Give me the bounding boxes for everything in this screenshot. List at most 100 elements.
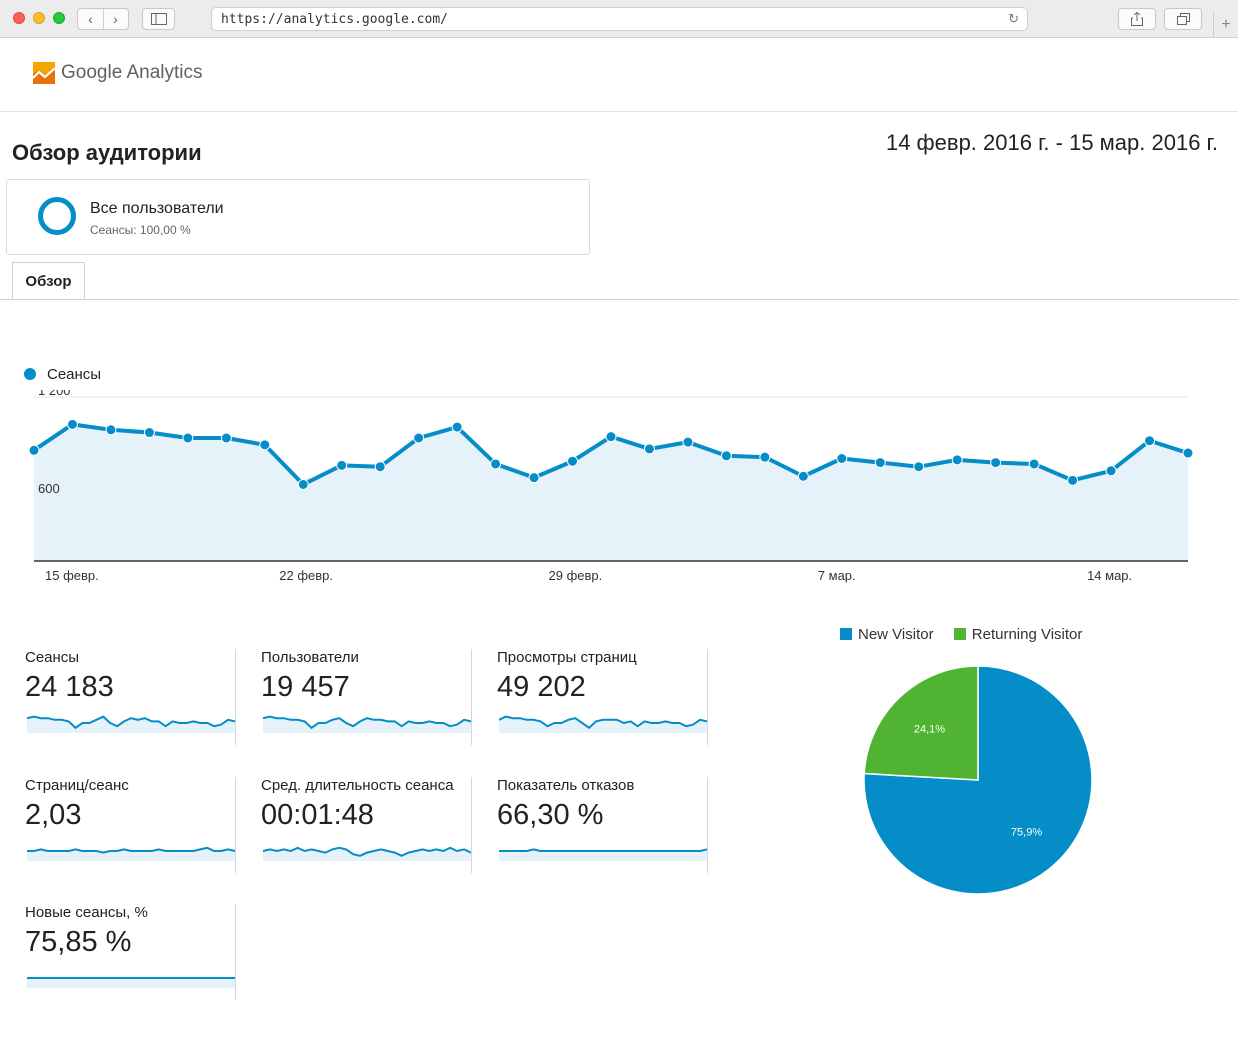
sparkline-line [263,846,471,857]
metric-sparkline [263,715,471,733]
data-point[interactable] [1105,465,1117,477]
data-point[interactable] [1144,435,1156,447]
data-point[interactable] [28,444,40,456]
zoom-window-button[interactable] [53,12,65,24]
metric-card[interactable]: Новые сеансы, % 75,85 % [0,904,236,1000]
metric-label: Просмотры страниц [497,649,637,666]
data-point[interactable] [413,432,425,444]
x-tick-label: 7 мар. [818,568,856,583]
page-title: Обзор аудитории [12,140,202,165]
data-point[interactable] [105,424,117,436]
sidebar-button[interactable] [142,8,175,30]
share-button[interactable] [1118,8,1156,30]
tabs-icon [1176,13,1190,25]
back-icon[interactable]: ‹ [88,11,93,27]
reload-icon[interactable]: ↻ [1008,11,1019,26]
minimize-window-button[interactable] [33,12,45,24]
address-bar[interactable]: https://analytics.google.com/ ↻ [211,7,1028,31]
data-point[interactable] [913,461,925,473]
data-point[interactable] [605,431,617,443]
app-name[interactable]: Google Analytics [61,62,203,83]
sidebar-icon [150,13,167,25]
pie-legend-returning[interactable]: Returning Visitor [971,626,1083,643]
sparkline-line [27,715,235,730]
data-point[interactable] [643,443,655,455]
url-text: https://analytics.google.com/ [221,12,448,27]
sparkline-line [499,715,707,730]
metric-divider [235,904,236,1000]
data-point[interactable] [259,439,271,451]
data-point[interactable] [490,458,502,470]
date-range-selector[interactable]: 14 февр. 2016 г. - 15 мар. 2016 г. [885,130,1218,155]
metric-divider [707,649,708,745]
tab-bar: Обзор [0,262,1238,300]
data-point[interactable] [720,450,732,462]
metric-value: 49 202 [497,671,586,703]
data-point[interactable] [682,436,694,448]
metric-divider [471,777,472,873]
data-point[interactable] [220,432,232,444]
chart-legend[interactable]: Сеансы [24,366,101,383]
metric-card[interactable]: Сред. длительность сеанса 00:01:48 [236,777,472,873]
sparkline-line [27,846,235,854]
data-point[interactable] [1067,474,1079,486]
metric-card[interactable]: Пользователи 19 457 [236,649,472,745]
data-point[interactable] [336,459,348,471]
data-point[interactable] [1028,458,1040,470]
data-point[interactable] [297,478,309,490]
metric-card[interactable]: Показатель отказов 66,30 % [472,777,708,873]
legend-series-name: Сеансы [47,366,102,383]
data-point[interactable] [874,457,886,469]
segment-donut-icon [38,197,76,235]
data-point[interactable] [66,418,78,430]
metric-value: 19 457 [261,671,350,703]
data-point[interactable] [951,454,963,466]
metric-card[interactable]: Сеансы 24 183 [0,649,236,745]
y-tick-label: 1 200 [38,390,71,398]
browser-toolbar: ‹ › https://analytics.google.com/ ↻ + [0,0,1238,38]
metric-divider [235,649,236,745]
data-point[interactable] [759,451,771,463]
data-point[interactable] [797,470,809,482]
metric-sparkline [27,715,235,733]
segment-name: Все пользователи [90,200,224,217]
data-point[interactable] [990,457,1002,469]
metric-divider [707,777,708,873]
metric-sparkline [27,846,235,861]
sparkline-line [263,715,471,730]
sparkline-area [263,716,471,733]
close-window-button[interactable] [13,12,25,24]
sparkline-area [27,847,235,861]
ga-header: Google Analytics [0,38,1238,112]
forward-icon[interactable]: › [102,9,128,29]
metric-card[interactable]: Просмотры страниц 49 202 [472,649,708,745]
data-point[interactable] [451,421,463,433]
tab-overview[interactable]: Обзор [12,262,85,299]
metric-value: 00:01:48 [261,799,374,831]
data-point[interactable] [374,461,386,473]
metric-label: Сред. длительность сеанса [261,777,454,794]
pie-legend-new[interactable]: New Visitor [858,626,934,643]
pie-slice[interactable] [863,665,1093,895]
new-tab-icon[interactable]: + [1213,12,1238,38]
data-point[interactable] [528,472,540,484]
new-visitor-swatch-icon [840,628,852,640]
metric-label: Сеансы [25,649,80,666]
data-point[interactable] [143,427,155,439]
metric-sparkline [27,977,235,988]
y-tick-label: 600 [38,481,60,496]
share-icon [1131,11,1143,26]
pie-slice[interactable] [863,665,979,781]
google-analytics-logo-icon[interactable] [33,62,55,84]
sparkline-area [27,716,235,733]
metric-divider [235,777,236,873]
data-point[interactable] [836,453,848,464]
metric-card[interactable]: Страниц/сеанс 2,03 [0,777,236,873]
data-point[interactable] [1182,447,1194,459]
sessions-line-chart: 1 200 600 15 февр. 22 февр. 29 февр. 7 мар. 14… [28,390,1194,583]
tabs-button[interactable] [1164,8,1202,30]
metric-sparkline [263,846,471,861]
data-point[interactable] [182,432,194,444]
segment-card[interactable]: Все пользователи Сеансы: 100,00 % [6,179,590,255]
data-point[interactable] [567,455,579,467]
